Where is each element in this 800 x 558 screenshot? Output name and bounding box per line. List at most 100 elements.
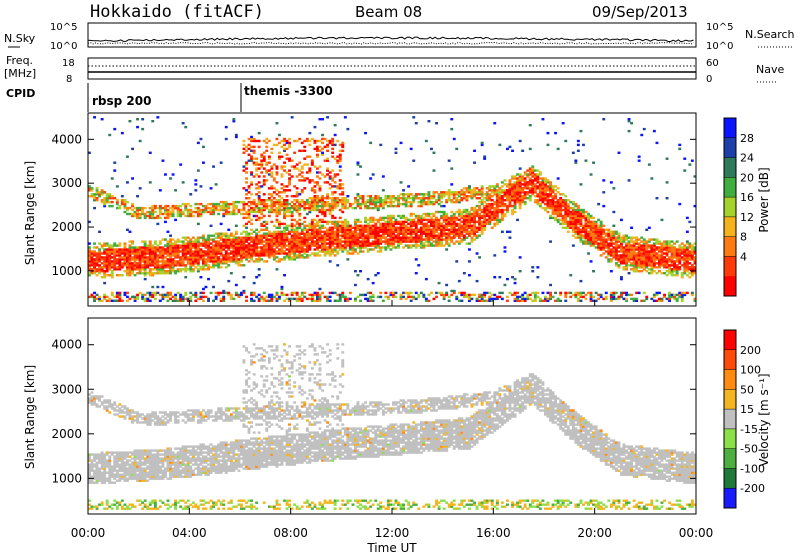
power-cell bbox=[580, 300, 583, 302]
power-cell bbox=[194, 266, 197, 268]
power-cell bbox=[164, 260, 167, 262]
power-cell bbox=[612, 292, 615, 294]
power-cell bbox=[270, 152, 273, 154]
power-cell bbox=[286, 140, 289, 142]
power-cell bbox=[448, 296, 451, 298]
power-cell bbox=[623, 266, 626, 268]
power-cell bbox=[243, 148, 246, 150]
power-cell bbox=[293, 140, 296, 142]
power-cell bbox=[288, 215, 291, 217]
power-cell bbox=[341, 150, 344, 152]
power-cell bbox=[316, 140, 319, 142]
power-cell bbox=[450, 290, 453, 292]
power-cell bbox=[612, 242, 615, 244]
power-cell bbox=[410, 296, 413, 298]
power-cell bbox=[283, 169, 286, 171]
power-cell bbox=[331, 148, 334, 150]
power-cell bbox=[473, 294, 476, 296]
power-cell bbox=[111, 201, 114, 203]
power-cell bbox=[311, 294, 314, 296]
power-cell bbox=[607, 242, 610, 244]
power-cell bbox=[539, 181, 542, 183]
power-cell bbox=[215, 237, 218, 239]
power-cell bbox=[131, 209, 134, 211]
nave-label: Nave bbox=[756, 63, 784, 76]
power-cell bbox=[240, 292, 243, 294]
power-cell bbox=[131, 246, 134, 248]
power-cell bbox=[258, 146, 261, 148]
power-cell bbox=[301, 171, 304, 173]
power-cell bbox=[265, 138, 268, 140]
power-cell bbox=[595, 221, 598, 223]
power-cell bbox=[417, 193, 420, 195]
power-cell bbox=[288, 189, 291, 191]
power-cell bbox=[536, 173, 539, 175]
power-cell bbox=[531, 179, 534, 181]
power-cell bbox=[207, 298, 210, 300]
power-cell bbox=[197, 169, 200, 171]
power-cell bbox=[516, 296, 519, 298]
power-cell bbox=[101, 244, 104, 246]
power-cell bbox=[283, 138, 286, 140]
power-cell bbox=[177, 268, 180, 270]
power-cell bbox=[319, 118, 322, 120]
power-cell bbox=[255, 229, 258, 231]
power-cell bbox=[521, 195, 524, 197]
power-cell bbox=[455, 197, 458, 199]
power-cell bbox=[542, 118, 545, 120]
power-cell bbox=[539, 177, 542, 179]
power-cell bbox=[293, 195, 296, 197]
power-cell bbox=[124, 292, 127, 294]
power-cell bbox=[326, 221, 329, 223]
power-cell bbox=[334, 134, 337, 136]
power-cell bbox=[179, 250, 182, 252]
power-cell bbox=[623, 298, 626, 300]
power-cell bbox=[151, 272, 154, 274]
power-cell bbox=[288, 203, 291, 205]
power-cell bbox=[582, 240, 585, 242]
power-cell bbox=[334, 144, 337, 146]
power-cell bbox=[346, 195, 349, 197]
power-cell bbox=[240, 209, 243, 211]
power-cell bbox=[91, 250, 94, 252]
power-cell bbox=[496, 296, 499, 298]
power-cell bbox=[283, 250, 286, 252]
power-cell bbox=[144, 207, 147, 209]
power-cell bbox=[504, 199, 507, 201]
power-cell bbox=[364, 132, 367, 134]
power-cell bbox=[334, 181, 337, 183]
power-cell bbox=[111, 205, 114, 207]
power-cell bbox=[569, 207, 572, 209]
power-cell bbox=[314, 181, 317, 183]
power-cell bbox=[270, 199, 273, 201]
power-cell bbox=[258, 250, 261, 252]
nsearch-series-line bbox=[88, 43, 694, 45]
power-cell bbox=[390, 195, 393, 197]
power-cell bbox=[400, 197, 403, 199]
power-cell bbox=[577, 292, 580, 294]
power-cell bbox=[260, 160, 263, 162]
power-cell bbox=[245, 244, 248, 246]
power-cell bbox=[227, 252, 230, 254]
power-cell bbox=[448, 217, 451, 219]
power-cell bbox=[369, 207, 372, 209]
power-cell bbox=[303, 296, 306, 298]
power-cell bbox=[245, 211, 248, 213]
power-cell bbox=[329, 300, 332, 302]
power-cell bbox=[450, 191, 453, 193]
power-cell bbox=[245, 181, 248, 183]
power-cell bbox=[118, 248, 121, 250]
power-cell bbox=[197, 223, 200, 225]
power-cell bbox=[471, 294, 474, 296]
power-cell bbox=[177, 238, 180, 240]
power-cell bbox=[265, 221, 268, 223]
power-cell bbox=[268, 294, 271, 296]
power-cell bbox=[473, 207, 476, 209]
power-cell bbox=[308, 144, 311, 146]
power-cell bbox=[306, 254, 309, 256]
power-cell bbox=[415, 221, 418, 223]
power-cell bbox=[263, 152, 266, 154]
power-cell bbox=[402, 221, 405, 223]
power-cell bbox=[265, 227, 268, 229]
power-cell bbox=[235, 231, 238, 233]
